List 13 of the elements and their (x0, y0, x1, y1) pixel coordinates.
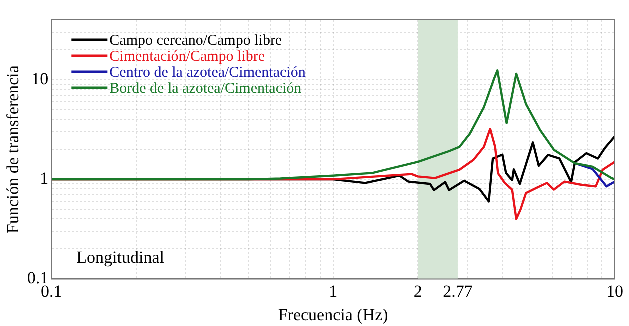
x-tick-label: 10 (606, 282, 624, 301)
annotation: Longitudinal (76, 248, 165, 268)
x-tick-label: 2 (414, 282, 422, 301)
y-tick-label: 1 (40, 169, 49, 188)
y-axis-title: Función de transferencia (4, 65, 23, 234)
x-tick-label: 2.77 (443, 282, 474, 301)
x-tick-label: 1 (329, 282, 338, 301)
x-axis-title: Frecuencia (Hz) (278, 305, 388, 324)
legend-label: Campo cercano/Campo libre (110, 32, 282, 49)
legend-label: Centro de la azotea/Cimentación (110, 64, 306, 81)
legend-label: Cimentación/Campo libre (110, 48, 266, 65)
y-tick-label: 10 (32, 69, 49, 88)
legend-label: Borde de la azotea/Cimentación (110, 80, 302, 97)
